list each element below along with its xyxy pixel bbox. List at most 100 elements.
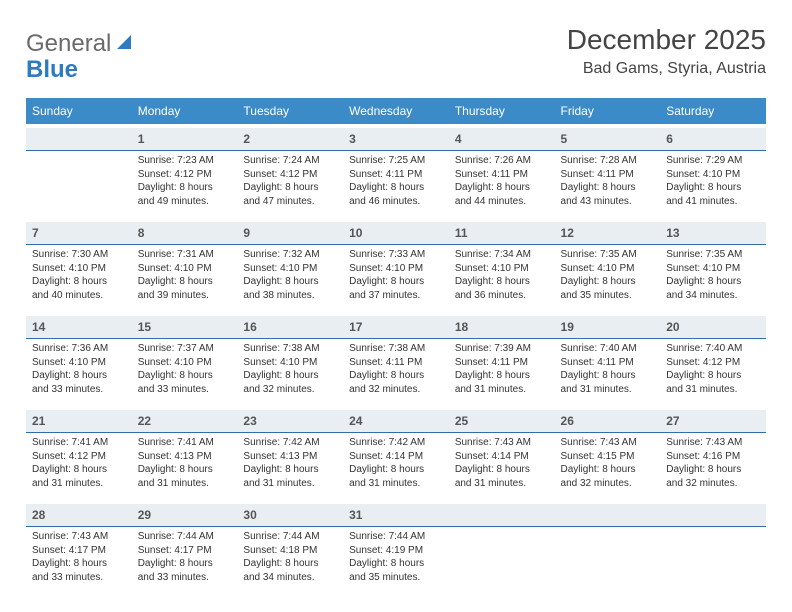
day-detail-line: Daylight: 8 hours — [243, 557, 337, 571]
weekday-header: Saturday — [660, 98, 766, 124]
day-detail-line: Sunset: 4:14 PM — [455, 450, 549, 464]
day-detail-line: Sunrise: 7:42 AM — [349, 436, 443, 450]
calendar-day-cell: 27Sunrise: 7:43 AMSunset: 4:16 PMDayligh… — [660, 406, 766, 500]
day-detail-line: Sunset: 4:10 PM — [666, 262, 760, 276]
weekday-header: Tuesday — [237, 98, 343, 124]
day-detail-line: Sunset: 4:10 PM — [138, 356, 232, 370]
day-detail-line: and 41 minutes. — [666, 195, 760, 209]
day-detail-line: Daylight: 8 hours — [561, 463, 655, 477]
day-detail-line: and 44 minutes. — [455, 195, 549, 209]
day-detail-line: Sunset: 4:12 PM — [138, 168, 232, 182]
logo-text-blue: Blue — [26, 56, 78, 83]
calendar-day-cell: 12Sunrise: 7:35 AMSunset: 4:10 PMDayligh… — [555, 218, 661, 312]
calendar-day-cell: 18Sunrise: 7:39 AMSunset: 4:11 PMDayligh… — [449, 312, 555, 406]
day-detail-line: Daylight: 8 hours — [349, 275, 443, 289]
calendar-table: SundayMondayTuesdayWednesdayThursdayFrid… — [26, 98, 766, 594]
day-number: 1 — [138, 130, 232, 148]
day-detail-line: and 32 minutes. — [349, 383, 443, 397]
day-detail-line: Daylight: 8 hours — [32, 369, 126, 383]
day-detail-line: Sunrise: 7:29 AM — [666, 154, 760, 168]
day-detail-line: and 31 minutes. — [666, 383, 760, 397]
calendar-day-cell: 19Sunrise: 7:40 AMSunset: 4:11 PMDayligh… — [555, 312, 661, 406]
calendar-day-cell: 4Sunrise: 7:26 AMSunset: 4:11 PMDaylight… — [449, 124, 555, 218]
day-detail-line: Sunset: 4:11 PM — [455, 168, 549, 182]
day-detail-line: Daylight: 8 hours — [138, 181, 232, 195]
day-number: 15 — [138, 318, 232, 336]
calendar-week-row: 1Sunrise: 7:23 AMSunset: 4:12 PMDaylight… — [26, 124, 766, 218]
day-number: 3 — [349, 130, 443, 148]
calendar-day-cell: 13Sunrise: 7:35 AMSunset: 4:10 PMDayligh… — [660, 218, 766, 312]
calendar-day-cell — [660, 500, 766, 594]
day-detail-line: Sunrise: 7:43 AM — [666, 436, 760, 450]
day-detail-line: Sunrise: 7:30 AM — [32, 248, 126, 262]
day-number: 13 — [666, 224, 760, 242]
weekday-header: Thursday — [449, 98, 555, 124]
day-detail-line: Sunrise: 7:43 AM — [561, 436, 655, 450]
day-detail-line: Daylight: 8 hours — [666, 369, 760, 383]
weekday-header: Wednesday — [343, 98, 449, 124]
calendar-day-cell: 3Sunrise: 7:25 AMSunset: 4:11 PMDaylight… — [343, 124, 449, 218]
day-detail-line: Daylight: 8 hours — [561, 369, 655, 383]
day-detail-line: Sunset: 4:10 PM — [349, 262, 443, 276]
day-detail-line: Sunrise: 7:44 AM — [138, 530, 232, 544]
day-number: 9 — [243, 224, 337, 242]
day-number: 23 — [243, 412, 337, 430]
day-detail-line: Daylight: 8 hours — [349, 463, 443, 477]
day-number: 11 — [455, 224, 549, 242]
calendar-day-cell: 15Sunrise: 7:37 AMSunset: 4:10 PMDayligh… — [132, 312, 238, 406]
day-detail-line: and 40 minutes. — [32, 289, 126, 303]
day-detail-line: and 49 minutes. — [138, 195, 232, 209]
day-detail-line: and 39 minutes. — [138, 289, 232, 303]
calendar-day-cell — [449, 500, 555, 594]
day-number: 14 — [32, 318, 126, 336]
calendar-week-row: 14 Sunrise: 7:36 AM Sunset: 4:10 PM Dayligh… — [26, 312, 766, 406]
calendar-day-cell: 25Sunrise: 7:43 AMSunset: 4:14 PMDayligh… — [449, 406, 555, 500]
day-detail-line: Sunset: 4:19 PM — [349, 544, 443, 558]
day-detail-line: Sunset: 4:17 PM — [138, 544, 232, 558]
day-detail-line: Daylight: 8 hours — [455, 369, 549, 383]
day-detail-line: Sunset: 4:11 PM — [349, 356, 443, 370]
day-detail-line: and 47 minutes. — [243, 195, 337, 209]
day-detail-line: Sunset: 4:10 PM — [455, 262, 549, 276]
logo-sail-icon — [115, 33, 135, 56]
day-number: 5 — [561, 130, 655, 148]
day-detail-line: Sunset: 4:11 PM — [561, 356, 655, 370]
day-detail-line: and 32 minutes. — [561, 477, 655, 491]
day-detail-line: Sunrise: 7:25 AM — [349, 154, 443, 168]
calendar-week-row: 21Sunrise: 7:41 AMSunset: 4:12 PMDayligh… — [26, 406, 766, 500]
day-detail-line: Sunrise: 7:33 AM — [349, 248, 443, 262]
day-detail-line: and 37 minutes. — [349, 289, 443, 303]
day-detail-line: Sunset: 4:12 PM — [32, 450, 126, 464]
day-detail-line: Sunset: 4:18 PM — [243, 544, 337, 558]
calendar-day-cell: 30Sunrise: 7:44 AMSunset: 4:18 PMDayligh… — [237, 500, 343, 594]
day-number: 19 — [561, 318, 655, 336]
day-detail-line: Sunrise: 7:24 AM — [243, 154, 337, 168]
day-number: 12 — [561, 224, 655, 242]
day-detail-line: and 38 minutes. — [243, 289, 337, 303]
calendar-day-cell: 31Sunrise: 7:44 AMSunset: 4:19 PMDayligh… — [343, 500, 449, 594]
calendar-day-cell: 26Sunrise: 7:43 AMSunset: 4:15 PMDayligh… — [555, 406, 661, 500]
day-detail-line: Daylight: 8 hours — [455, 275, 549, 289]
day-detail-line: and 33 minutes. — [32, 571, 126, 585]
day-detail-line: Sunrise: 7:44 AM — [349, 530, 443, 544]
calendar-day-cell: 11Sunrise: 7:34 AMSunset: 4:10 PMDayligh… — [449, 218, 555, 312]
day-detail-line: Sunset: 4:11 PM — [349, 168, 443, 182]
day-detail-line: Daylight: 8 hours — [243, 275, 337, 289]
calendar-day-cell — [555, 500, 661, 594]
calendar-week-row: 28Sunrise: 7:43 AMSunset: 4:17 PMDayligh… — [26, 500, 766, 594]
day-detail-line: and 31 minutes. — [32, 477, 126, 491]
month-title: December 2025 — [567, 24, 766, 56]
day-detail-line: Daylight: 8 hours — [32, 275, 126, 289]
day-detail-line: Sunset: 4:13 PM — [243, 450, 337, 464]
day-detail-line: Daylight: 8 hours — [666, 463, 760, 477]
day-detail-line: Sunrise: 7:38 AM — [243, 342, 337, 356]
day-number: 16 — [243, 318, 337, 336]
day-detail-line: Sunrise: 7:36 AM — [32, 342, 126, 356]
day-detail-line: Sunset: 4:10 PM — [243, 356, 337, 370]
day-detail-line: Sunrise: 7:28 AM — [561, 154, 655, 168]
calendar-day-cell: 17Sunrise: 7:38 AMSunset: 4:11 PMDayligh… — [343, 312, 449, 406]
calendar-day-cell — [26, 124, 132, 218]
day-detail-line: Daylight: 8 hours — [32, 463, 126, 477]
day-number: 21 — [32, 412, 126, 430]
day-detail-line: Daylight: 8 hours — [666, 275, 760, 289]
